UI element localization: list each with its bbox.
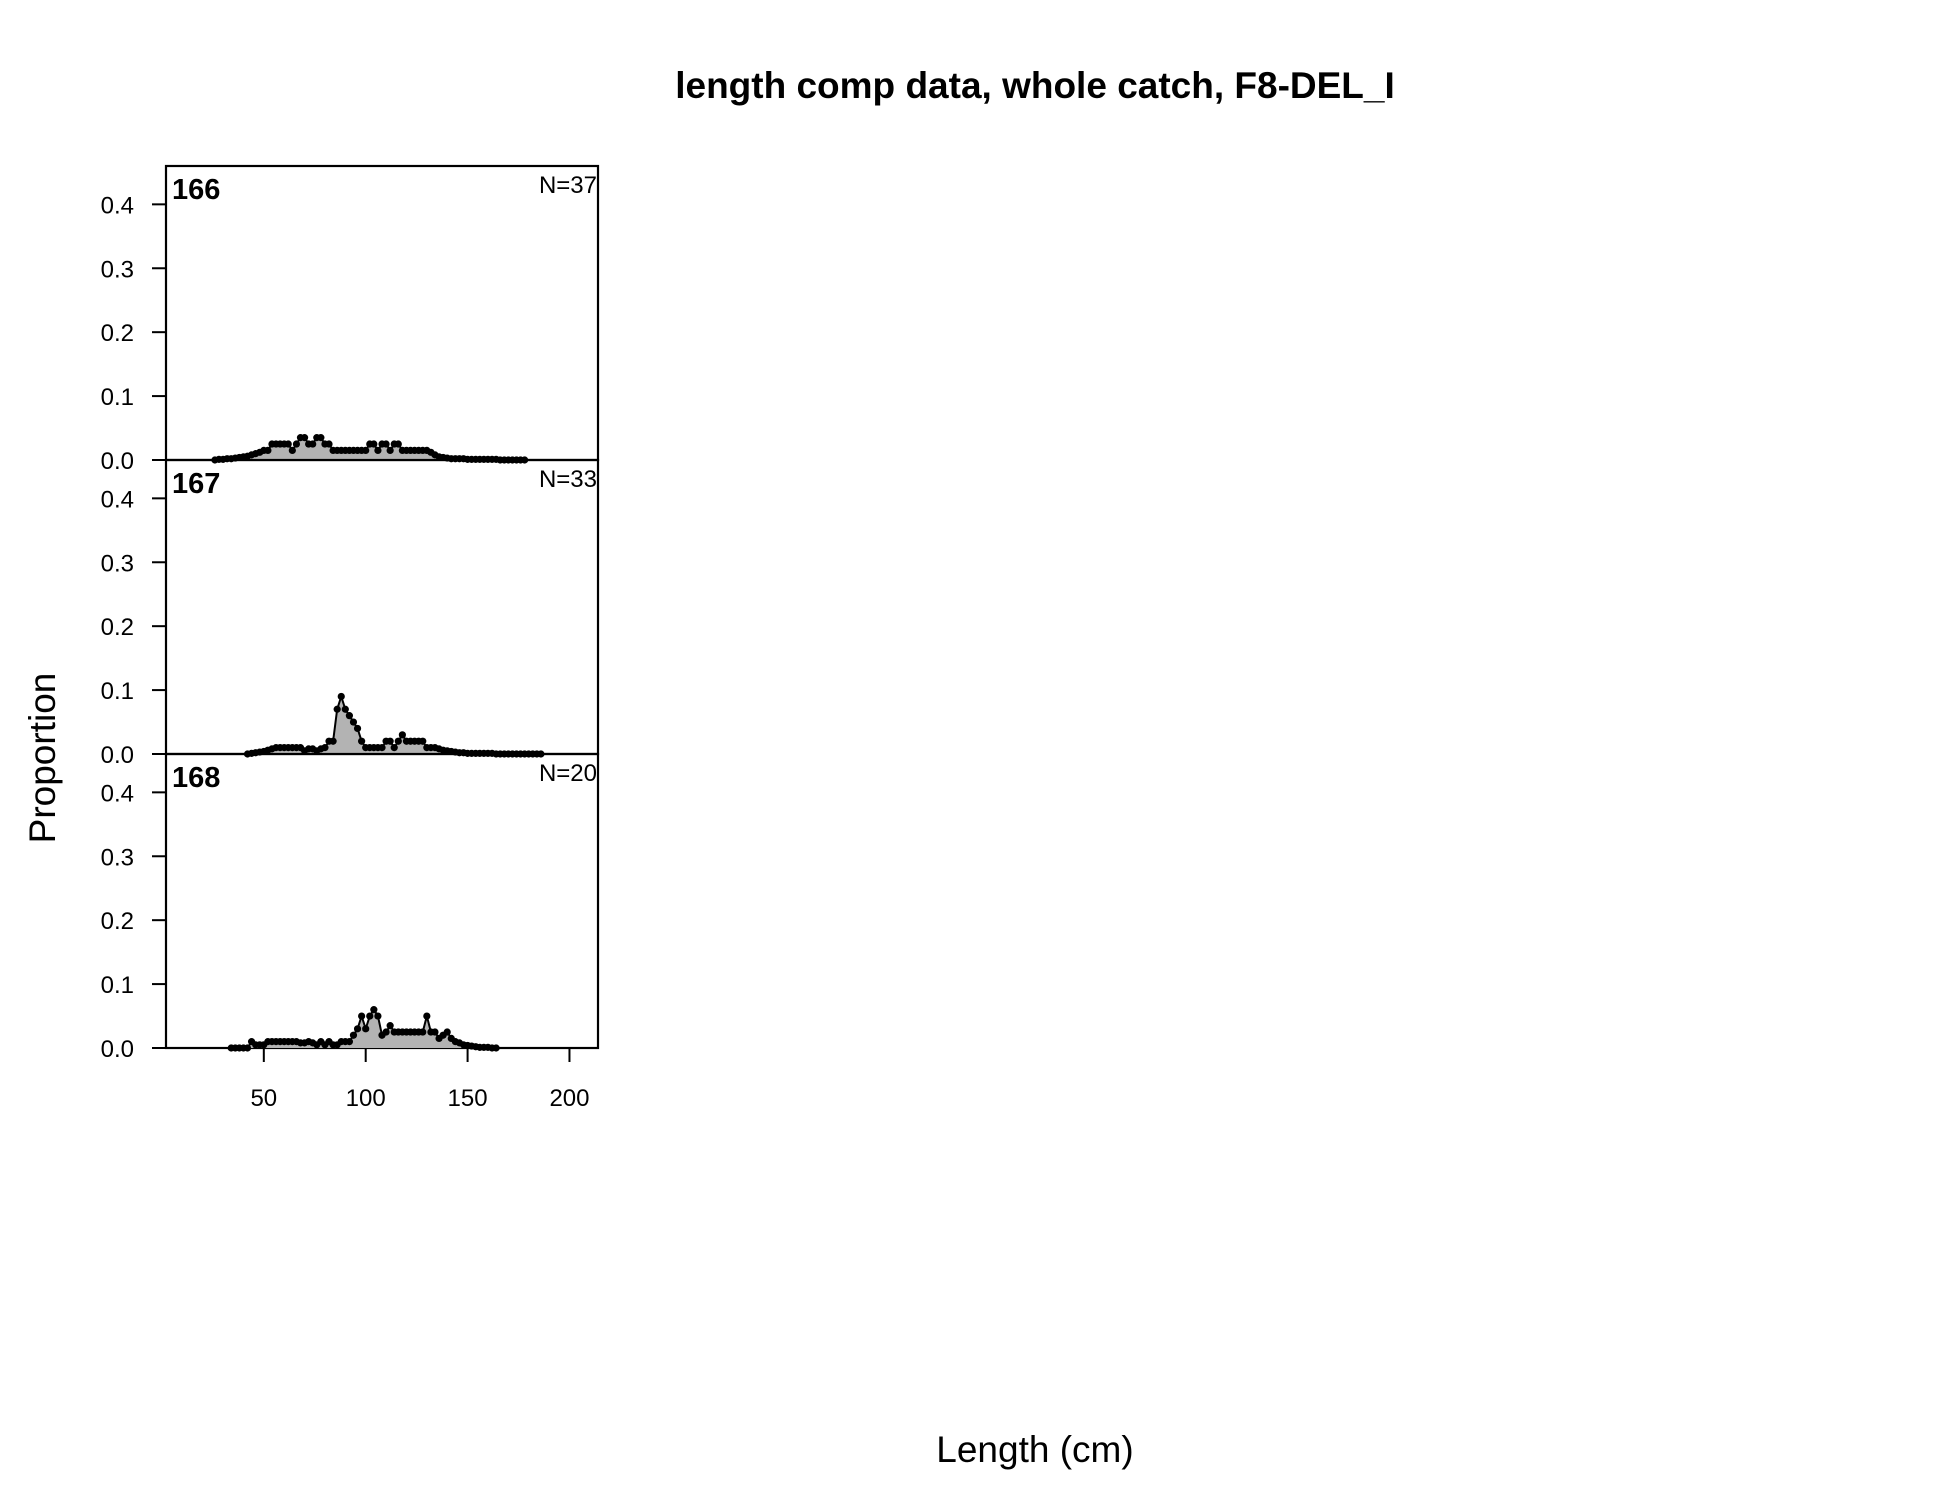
y-axis-title: Proportion — [22, 673, 63, 844]
data-point — [358, 1012, 366, 1020]
data-point — [374, 446, 382, 455]
x-tick-label: 150 — [448, 1085, 488, 1112]
data-point — [431, 1028, 439, 1036]
data-point — [398, 731, 406, 739]
data-point — [353, 724, 362, 733]
data-point — [288, 446, 296, 455]
data-point — [362, 1025, 370, 1033]
data-point — [353, 1025, 362, 1033]
x-tick-label: 50 — [250, 1085, 277, 1112]
y-tick-label: 0.3 — [101, 256, 134, 283]
panel-168: 0.0 0.1 0.2 0.3 0.4 168 N=20 50 100 150 200 — [101, 752, 600, 1112]
panel-label: 166 — [172, 174, 220, 206]
x-tick-label: 100 — [346, 1085, 386, 1112]
data-point — [386, 1022, 394, 1030]
panel-n-label: N=33 — [539, 466, 597, 493]
chart-title: length comp data, whole catch, F8-DEL_I — [675, 65, 1395, 106]
data-point — [366, 1012, 374, 1020]
y-tick-label: 0.2 — [101, 614, 134, 641]
data-point — [309, 440, 317, 448]
panel-n-label: N=20 — [539, 760, 597, 787]
data-point — [358, 737, 366, 745]
data-point — [382, 1028, 390, 1036]
data-point — [492, 1044, 500, 1052]
panels-group: 0.0 0.1 0.2 0.3 0.4 166 N=37 0.0 0.1 0.2 0.3 0.4 167… — [101, 164, 600, 1112]
data-point — [243, 1044, 252, 1052]
data-point — [394, 737, 402, 745]
y-tick-label: 0.3 — [101, 550, 134, 577]
data-point — [264, 446, 272, 455]
x-tick-label: 200 — [549, 1085, 589, 1112]
y-tick-label: 0.1 — [101, 678, 134, 705]
y-tick-label: 0.3 — [101, 844, 134, 871]
data-point — [341, 705, 349, 713]
data-point — [443, 1028, 451, 1036]
data-point — [419, 1028, 427, 1036]
panel-frame — [164, 458, 600, 756]
data-point — [337, 692, 345, 701]
data-point — [317, 434, 325, 442]
y-tick-label: 0.1 — [101, 384, 134, 411]
data-point — [390, 744, 398, 752]
panel-frame — [164, 752, 600, 1050]
data-point — [394, 440, 402, 448]
data-point — [345, 1038, 353, 1046]
y-tick-label: 0.0 — [101, 1036, 134, 1063]
data-point — [292, 440, 301, 448]
data-point — [419, 737, 427, 745]
data-point — [349, 718, 358, 726]
data-point — [362, 446, 370, 455]
data-point — [386, 446, 394, 455]
panel-n-label: N=37 — [539, 172, 597, 199]
data-point — [325, 440, 333, 448]
y-tick-label: 0.4 — [101, 486, 134, 513]
panel-label: 167 — [172, 468, 220, 500]
data-point — [345, 712, 353, 720]
y-tick-label: 0.0 — [101, 742, 134, 769]
data-point — [349, 1031, 358, 1039]
panel-167: 0.0 0.1 0.2 0.3 0.4 167 N=33 — [101, 458, 600, 769]
y-tick-label: 0.4 — [101, 192, 134, 219]
data-point — [382, 440, 390, 448]
series-area — [214, 437, 525, 460]
data-point — [333, 705, 341, 713]
data-point — [321, 744, 329, 752]
data-point — [370, 440, 378, 448]
data-point — [378, 744, 386, 752]
x-axis-title: Length (cm) — [936, 1429, 1133, 1470]
y-tick-label: 0.4 — [101, 780, 134, 807]
data-point — [284, 440, 292, 448]
y-tick-label: 0.2 — [101, 908, 134, 935]
panel-166: 0.0 0.1 0.2 0.3 0.4 166 N=37 — [101, 164, 600, 475]
data-point — [374, 1012, 382, 1020]
y-tick-label: 0.1 — [101, 972, 134, 999]
data-point — [300, 434, 309, 442]
panel-frame — [164, 164, 600, 462]
y-tick-label: 0.0 — [101, 448, 134, 475]
data-point — [386, 737, 394, 745]
y-tick-label: 0.2 — [101, 320, 134, 347]
panel-label: 168 — [172, 762, 220, 794]
data-point — [329, 737, 337, 745]
data-point — [423, 1012, 431, 1020]
data-point — [370, 1006, 378, 1014]
